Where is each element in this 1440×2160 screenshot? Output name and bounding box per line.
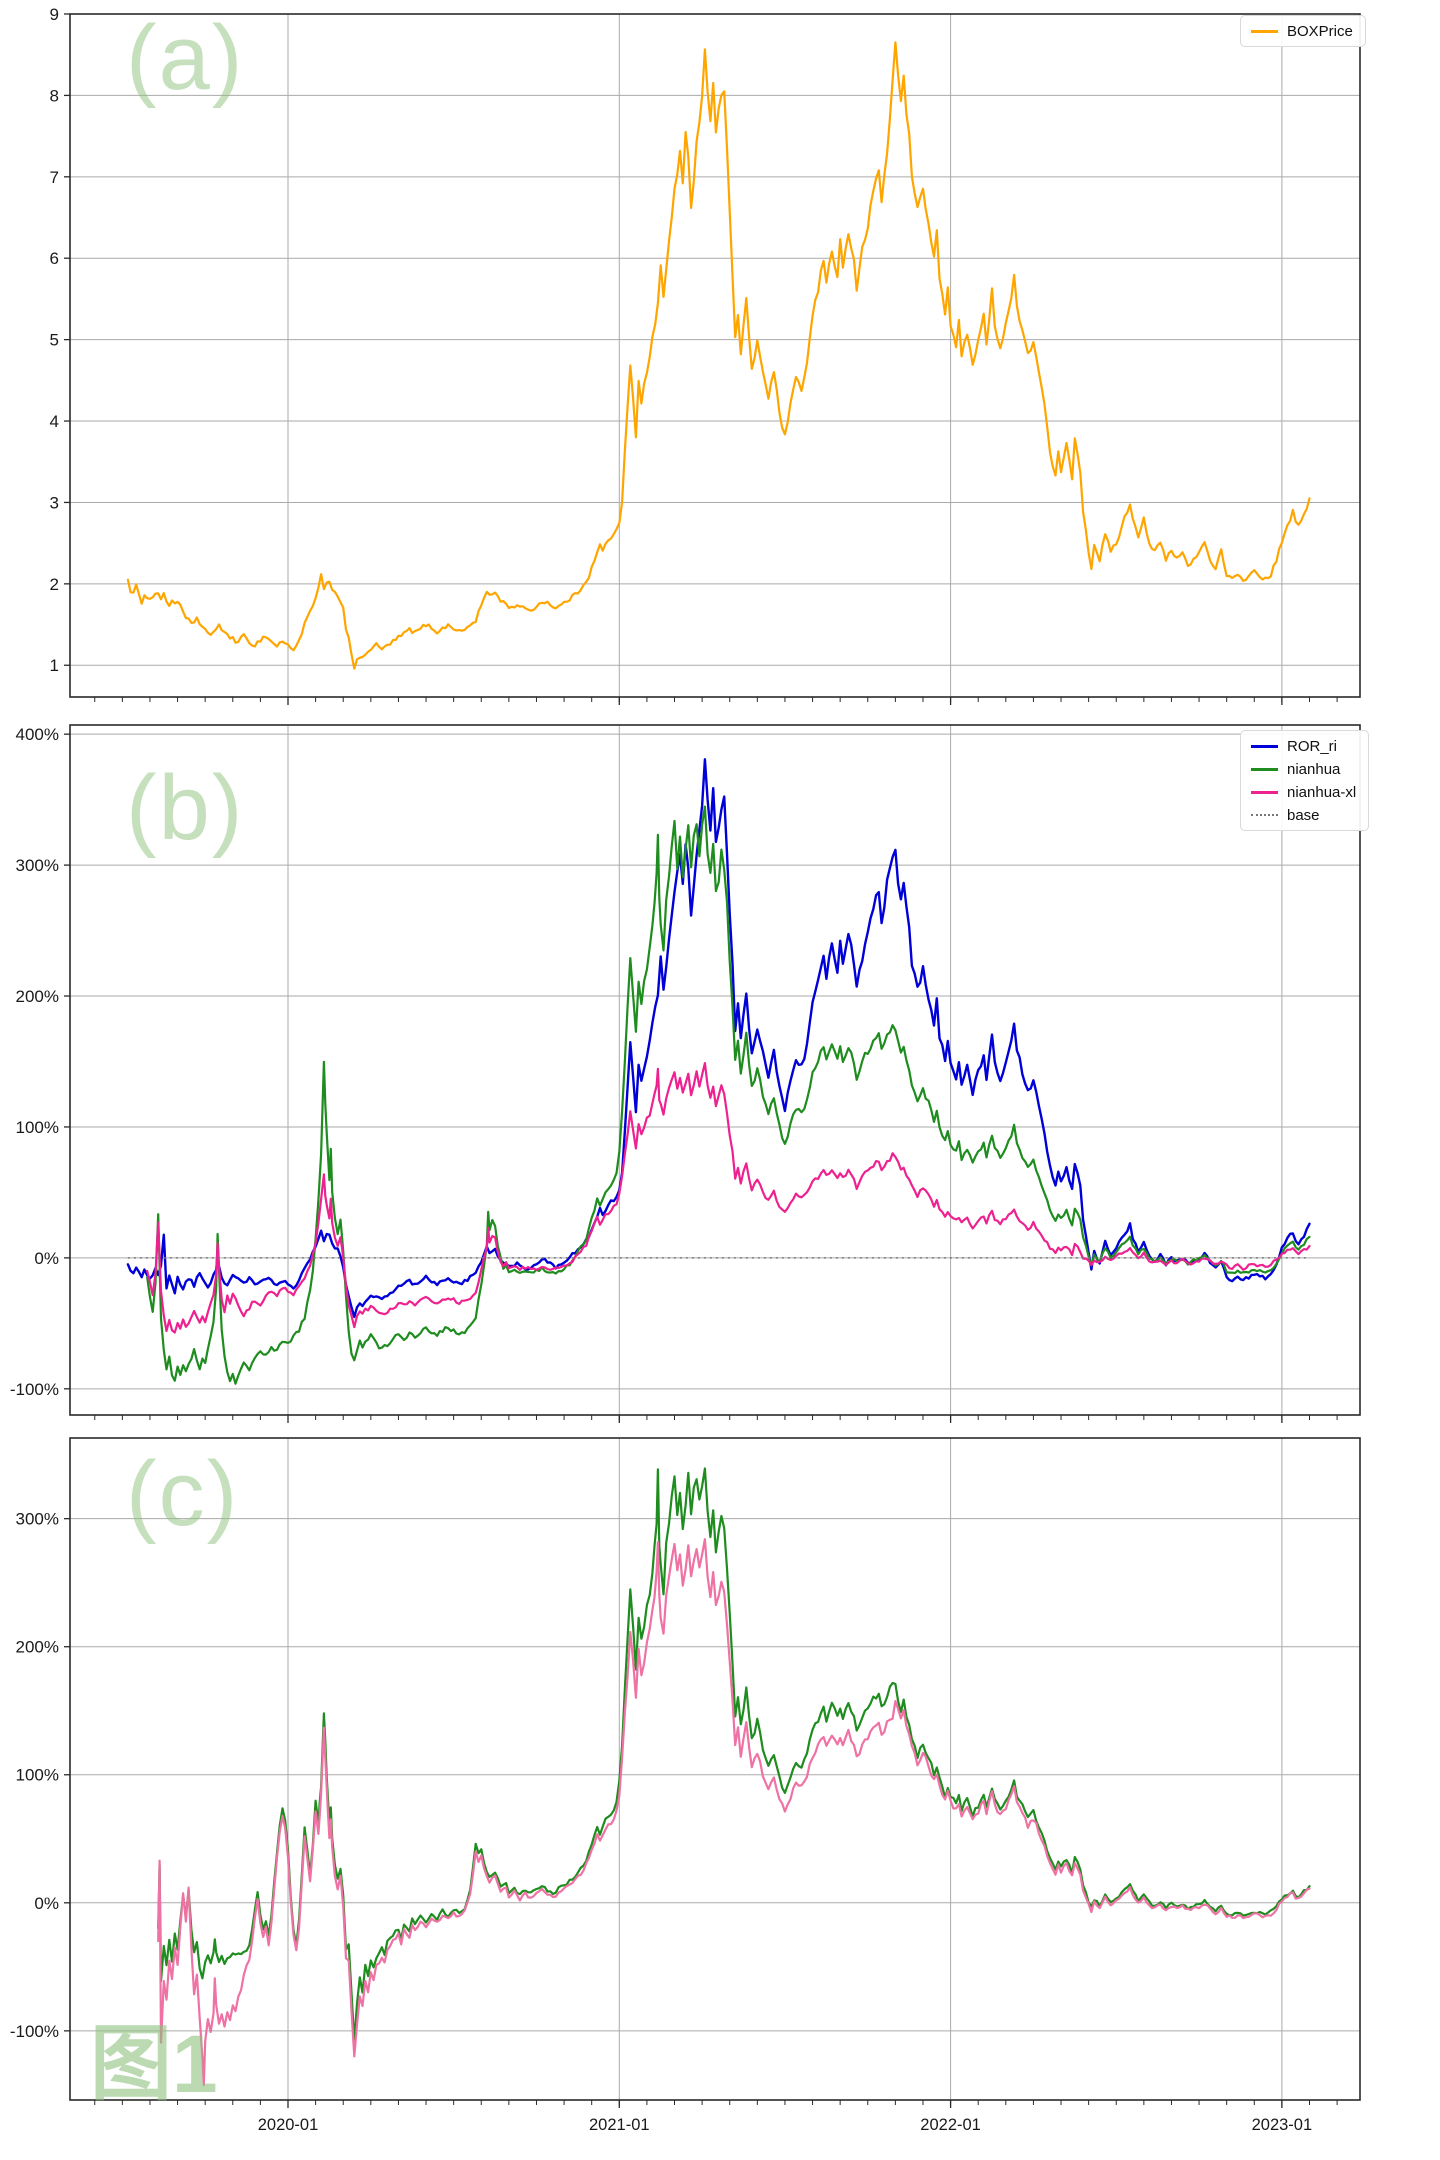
y-tick-label: 7 xyxy=(50,168,59,187)
series-line-BOXPrice xyxy=(126,41,1311,670)
y-tick-label: 5 xyxy=(50,331,59,350)
y-tick-label: 6 xyxy=(50,249,59,268)
base-dotted-line-icon xyxy=(1251,814,1278,816)
plot-border xyxy=(69,13,1361,698)
x-tick-label: 2022-01 xyxy=(920,2116,981,2134)
legend-label: BOXPrice xyxy=(1287,22,1353,40)
series-line-nianhua-xl xyxy=(146,1062,1311,1334)
y-tick-label: 4 xyxy=(50,412,59,431)
boxprice-line-icon xyxy=(1251,29,1278,33)
chart-b: 400% 300% 200% 100% 0% -100% xyxy=(10,724,1361,1423)
legend-label: ROR_ri xyxy=(1287,737,1338,755)
y-tick-label: 0% xyxy=(34,1894,59,1913)
series-line-nianhua xyxy=(157,1467,1311,2043)
legend-item-ror-ri: ROR_ri xyxy=(1251,737,1356,755)
series-line-nianhua-xl xyxy=(157,1538,1311,2087)
y-tick-label: 300% xyxy=(16,1510,59,1529)
series-line-nianhua xyxy=(146,805,1311,1385)
y-tick-label: 9 xyxy=(50,5,59,24)
y-tick-label: 8 xyxy=(50,86,59,105)
legend-item-boxprice: BOXPrice xyxy=(1251,22,1353,40)
nianhua-line-icon xyxy=(1251,767,1278,771)
y-tick-label: 100% xyxy=(16,1766,59,1785)
y-tick-label: 0% xyxy=(34,1249,59,1268)
y-tick-label: 1 xyxy=(50,656,59,675)
y-tick-label: 3 xyxy=(50,493,59,512)
x-tick-label: 2023-01 xyxy=(1252,2116,1313,2134)
y-tick-label: 200% xyxy=(16,987,59,1006)
chart-a: 9 8 7 6 5 4 3 2 1 xyxy=(50,5,1361,705)
legend-item-nianhua-xl: nianhua-xl xyxy=(1251,783,1356,801)
series-line-ROR_ri xyxy=(126,758,1311,1319)
y-tick-label: 400% xyxy=(16,725,59,744)
plot-border xyxy=(69,1437,1361,2101)
nianhua-xl-line-icon xyxy=(1251,790,1278,794)
legend-label: base xyxy=(1287,806,1320,824)
chart-c: 300% 200% 100% 0% -100% 2020-01 2021-01 2022-01… xyxy=(10,1437,1361,2134)
legend-label: nianhua xyxy=(1287,760,1341,778)
y-tick-label: 2 xyxy=(50,575,59,594)
ror-ri-line-icon xyxy=(1251,744,1278,748)
legend-label: nianhua-xl xyxy=(1287,783,1357,801)
x-tick-label: 2020-01 xyxy=(258,2116,319,2134)
y-tick-label: 300% xyxy=(16,856,59,875)
legend-item-nianhua: nianhua xyxy=(1251,760,1356,778)
plot-border xyxy=(69,724,1361,1416)
y-tick-label: 200% xyxy=(16,1638,59,1657)
legend-chart-b: ROR_ri nianhua nianhua-xl base xyxy=(1240,730,1370,831)
y-tick-label: 100% xyxy=(16,1118,59,1137)
y-tick-label: -100% xyxy=(10,2022,59,2041)
legend-chart-a: BOXPrice xyxy=(1240,15,1366,47)
legend-item-base: base xyxy=(1251,806,1356,824)
y-tick-label: -100% xyxy=(10,1380,59,1399)
x-tick-label: 2021-01 xyxy=(589,2116,650,2134)
